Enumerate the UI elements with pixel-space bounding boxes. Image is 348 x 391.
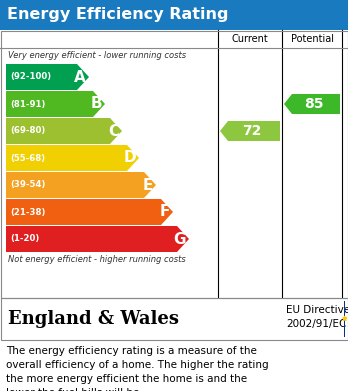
Text: ★: ★ — [342, 317, 347, 322]
Text: Current: Current — [232, 34, 268, 44]
Text: Very energy efficient - lower running costs: Very energy efficient - lower running co… — [8, 52, 186, 61]
Bar — [0, 298, 348, 340]
Bar — [0, 30, 348, 298]
Text: C: C — [108, 124, 119, 138]
Polygon shape — [284, 94, 340, 114]
Polygon shape — [6, 172, 156, 198]
Text: EU Directive
2002/91/EC: EU Directive 2002/91/EC — [286, 305, 348, 329]
Text: England & Wales: England & Wales — [8, 310, 179, 328]
Polygon shape — [6, 91, 105, 117]
Text: D: D — [124, 151, 136, 165]
Text: 72: 72 — [242, 124, 262, 138]
Polygon shape — [6, 118, 122, 144]
Text: (92-100): (92-100) — [10, 72, 51, 81]
Text: ★: ★ — [342, 316, 348, 321]
Text: ★: ★ — [341, 316, 347, 321]
Bar — [0, 0, 348, 30]
Polygon shape — [6, 64, 89, 90]
Polygon shape — [6, 226, 189, 252]
Text: ★: ★ — [341, 316, 347, 321]
Text: E: E — [143, 178, 153, 192]
Text: Energy Efficiency Rating: Energy Efficiency Rating — [7, 7, 228, 23]
Text: The energy efficiency rating is a measure of the
overall efficiency of a home. T: The energy efficiency rating is a measur… — [6, 346, 269, 391]
Text: ★: ★ — [341, 317, 347, 322]
Text: (69-80): (69-80) — [10, 127, 45, 136]
Bar — [344, 301, 345, 337]
Text: (1-20): (1-20) — [10, 235, 39, 244]
Text: (81-91): (81-91) — [10, 99, 45, 108]
Text: 85: 85 — [304, 97, 324, 111]
Text: ★: ★ — [342, 316, 348, 321]
Text: ★: ★ — [341, 316, 347, 321]
Text: (39-54): (39-54) — [10, 181, 45, 190]
Text: A: A — [74, 70, 86, 84]
Text: ★: ★ — [342, 317, 348, 322]
Text: F: F — [160, 204, 170, 219]
Polygon shape — [6, 199, 173, 225]
Text: ★: ★ — [341, 317, 347, 322]
Text: (55-68): (55-68) — [10, 154, 45, 163]
Text: B: B — [90, 97, 102, 111]
Text: Not energy efficient - higher running costs: Not energy efficient - higher running co… — [8, 255, 186, 264]
Text: ★: ★ — [342, 316, 347, 321]
Text: (21-38): (21-38) — [10, 208, 45, 217]
Text: ★: ★ — [342, 317, 348, 322]
Polygon shape — [220, 121, 280, 141]
Text: Potential: Potential — [291, 34, 333, 44]
Polygon shape — [6, 145, 139, 171]
Text: ★: ★ — [342, 316, 348, 321]
Text: G: G — [174, 231, 186, 246]
